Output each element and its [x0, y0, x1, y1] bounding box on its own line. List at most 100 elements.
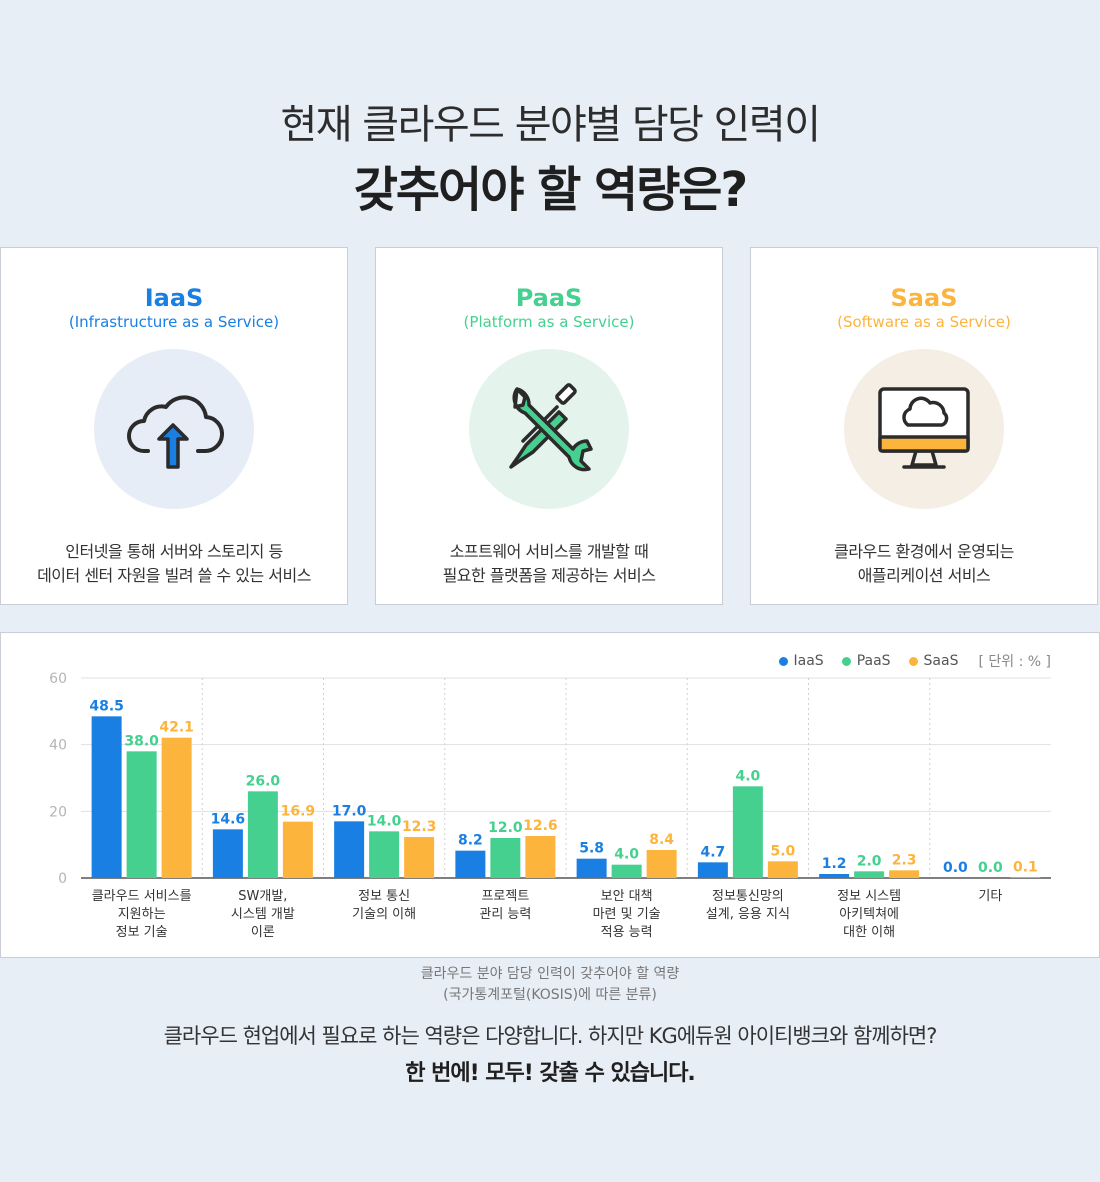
data-label: 12.6	[523, 818, 558, 834]
x-tick-label: 정보통신망의	[712, 889, 784, 904]
data-label: 42.1	[159, 720, 194, 736]
data-label: 12.3	[402, 819, 437, 835]
chart-source: 클라우드 분야 담당 인력이 갖추어야 할 역량 (국가통계포털(KOSIS)에…	[420, 966, 680, 1003]
x-tick-label: 기타	[978, 889, 1002, 904]
bar	[611, 864, 642, 878]
legend-item-saas: SaaS	[908, 653, 959, 669]
cloud-monitor-icon	[844, 349, 1004, 509]
legend-item-paas: PaaS	[841, 653, 891, 669]
footer-line2: 한 번에! 모두! 갖출 수 있습니다.	[405, 1061, 696, 1086]
data-label: 4.0	[614, 847, 639, 863]
data-label: 38.0	[124, 733, 159, 749]
card-title: SaaS	[890, 284, 958, 312]
x-tick-label: 이론	[251, 925, 275, 940]
bar	[525, 836, 556, 878]
x-tick-label: 클라우드 서비스를	[92, 889, 192, 904]
footer-line1: 클라우드 현업에서 필요로 하는 역량은 다양합니다. 하지만 KG에듀원 아이…	[163, 1024, 938, 1048]
bar	[282, 821, 313, 878]
x-tick-label: 정보 통신	[358, 889, 410, 904]
data-label: 14.6	[211, 811, 246, 827]
bar	[247, 791, 278, 878]
page-title-line1: 현재 클라우드 분야별 담당 인력이	[280, 102, 821, 148]
data-label: 12.0	[488, 820, 523, 836]
cloud-upload-icon	[94, 349, 254, 509]
legend-dot	[908, 656, 918, 666]
y-tick-label: 60	[49, 671, 67, 687]
x-tick-label: 지원하는	[118, 907, 166, 922]
x-tick-label: 아키텍쳐에	[839, 907, 899, 922]
bar	[455, 850, 486, 878]
y-tick-label: 20	[49, 804, 67, 820]
data-label: 17.0	[332, 803, 367, 819]
data-label: 5.0	[770, 843, 795, 859]
card-subtitle: (Software as a Service)	[837, 313, 1011, 331]
x-tick-label: 설계, 응용 지식	[706, 907, 790, 922]
card-subtitle: (Platform as a Service)	[463, 313, 635, 331]
x-tick-label: 시스템 개발	[231, 907, 295, 922]
legend-dot	[778, 656, 788, 666]
legend-label: PaaS	[856, 653, 891, 669]
data-label: 1.2	[822, 856, 847, 872]
data-label: 2.0	[857, 853, 882, 869]
card-title: IaaS	[144, 284, 204, 312]
card-description: 클라우드 환경에서 운영되는 애플리케이션 서비스	[834, 542, 1014, 585]
bar	[576, 858, 607, 878]
data-label: 48.5	[89, 698, 124, 714]
card-title: PaaS	[515, 284, 583, 312]
x-tick-label: 적용 능력	[601, 925, 653, 940]
legend-label: IaaS	[793, 653, 824, 669]
bar	[212, 829, 243, 878]
data-label: 26.0	[246, 773, 281, 789]
bar	[91, 716, 122, 878]
bar	[490, 838, 521, 878]
bar	[404, 837, 435, 878]
data-label: 0.1	[1013, 860, 1038, 876]
x-tick-label: 정보 기술	[116, 925, 168, 940]
bar	[889, 870, 920, 878]
bar	[126, 751, 157, 878]
bar	[369, 831, 400, 878]
page-title-line2: 갖추어야 할 역량은?	[353, 162, 749, 218]
card-paas: PaaS (Platform as a Service) 소프트웨어 서비스를 …	[375, 247, 723, 605]
y-tick-label: 40	[49, 738, 67, 754]
card-description: 인터넷을 통해 서버와 스토리지 등 데이터 센터 자원을 빌려 쓸 수 있는 …	[37, 542, 311, 585]
y-tick-label: 0	[58, 871, 67, 887]
wrench-screwdriver-icon	[469, 349, 629, 509]
x-tick-label: 마련 및 기술	[593, 907, 661, 922]
bar	[819, 874, 850, 878]
bar-chart: 0 20 40 60 48.5 14.6 17.0 8.2 5.8 4.7 1.2 0.0 38.0 26…	[49, 671, 1051, 940]
card-subtitle: (Infrastructure as a Service)	[68, 313, 280, 331]
data-label: 14.0	[367, 813, 402, 829]
data-label: 2.3	[892, 852, 917, 868]
bar	[854, 871, 885, 878]
x-tick-label: 보안 대책	[601, 889, 653, 904]
bar	[732, 786, 763, 878]
x-tick-label: 기술의 이해	[352, 907, 416, 922]
bar	[161, 737, 192, 878]
data-label: 4.7	[700, 844, 725, 860]
data-label: 16.9	[281, 804, 316, 820]
card-saas: SaaS (Software as a Service) 클라우드 환경에서 운…	[750, 247, 1098, 605]
bar	[334, 821, 365, 878]
legend-label: SaaS	[923, 653, 959, 669]
chart-panel: IaaS PaaS SaaS [ 단위 : % ] 0 20 40 60 48.5 14.…	[0, 632, 1100, 958]
bar	[767, 861, 798, 878]
card-description: 소프트웨어 서비스를 개발할 때 필요한 플랫폼을 제공하는 서비스	[442, 542, 656, 585]
data-label: 8.4	[649, 832, 674, 848]
legend-item-iaas: IaaS	[778, 653, 824, 669]
data-label: 4.0	[735, 768, 760, 784]
chart-legend: IaaS PaaS SaaS [ 단위 : % ]	[761, 651, 1051, 671]
x-tick-label: 프로젝트	[481, 889, 529, 904]
bar	[697, 862, 728, 878]
data-label: 0.0	[943, 860, 968, 876]
bar	[646, 850, 677, 878]
card-iaas: IaaS (Infrastructure as a Service) 인터넷을 …	[0, 247, 348, 605]
data-label: 5.8	[579, 841, 604, 857]
x-tick-label: 대한 이해	[843, 925, 895, 940]
unit-label: [ 단위 : % ]	[978, 654, 1051, 670]
x-tick-label: SW개발,	[238, 889, 287, 904]
data-label: 8.2	[458, 833, 483, 849]
x-tick-label: 관리 능력	[479, 907, 531, 922]
legend-dot	[841, 656, 851, 666]
data-label: 0.0	[978, 860, 1003, 876]
